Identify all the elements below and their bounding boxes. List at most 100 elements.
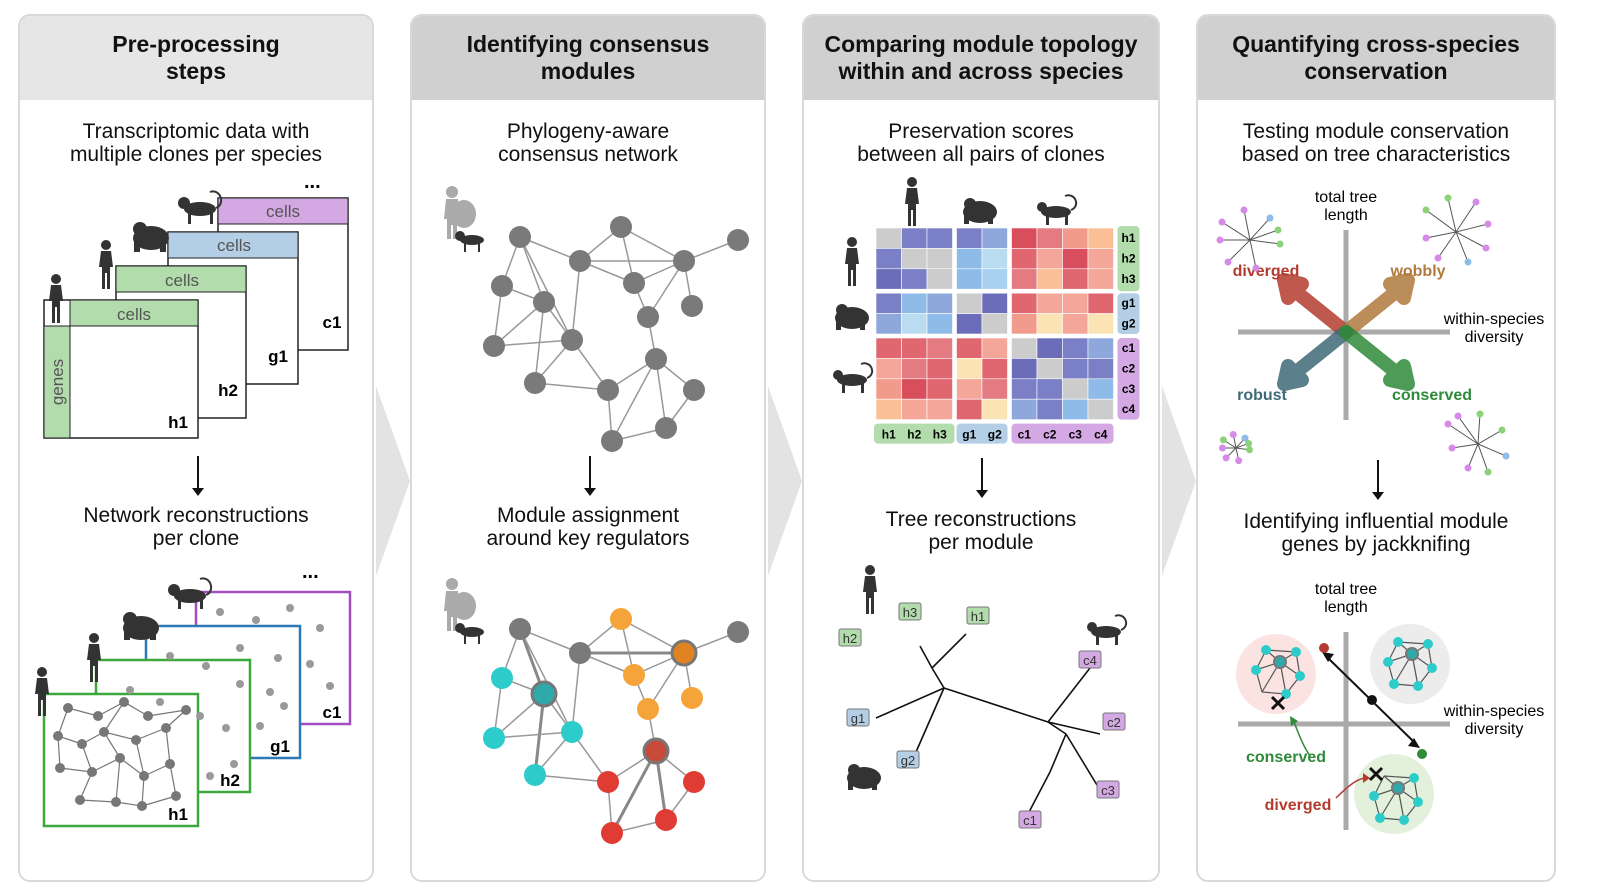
network-node [115, 753, 125, 763]
heatmap-cell [1036, 268, 1063, 290]
heatmap-col-label: h2 [907, 428, 921, 442]
col-group-strip [956, 423, 1008, 444]
network-edge [534, 774, 609, 783]
mini-tree-branch [1231, 447, 1237, 453]
arrowhead [1322, 652, 1334, 662]
network-graph-h1 [53, 604, 334, 811]
network-node [139, 771, 149, 781]
monkey-icon [1087, 614, 1128, 645]
subtitle-line: Tree reconstructions [885, 508, 1077, 531]
network-node [610, 608, 632, 630]
heatmap-row-label: h1 [1121, 231, 1135, 245]
network-edge [103, 731, 137, 741]
mini-tree-leaf [1219, 444, 1226, 452]
heatmap-cell [1062, 337, 1089, 359]
network-node [111, 797, 121, 807]
network-edge [141, 795, 177, 807]
mini-tree-branch [1240, 239, 1251, 250]
network-edge [519, 628, 573, 733]
heatmap-cell [956, 248, 983, 270]
heatmap-cell [1062, 292, 1089, 314]
gorilla-icon [847, 764, 881, 790]
label-conserved: conserved [1392, 387, 1472, 404]
heatmap-cell [1062, 268, 1089, 290]
heatmap-cell [956, 313, 983, 335]
row-group-strip [1117, 293, 1140, 334]
network-node [561, 721, 583, 743]
network-node [1399, 815, 1409, 825]
hub-node [530, 680, 558, 708]
mini-tree-branch [1477, 431, 1480, 445]
network-edge [620, 226, 685, 262]
heatmap-cell [875, 292, 902, 314]
network-edge [493, 301, 545, 347]
module-tree: h1 h2 h3 g1 g2 c1 c2 c3 c4 [838, 602, 1126, 829]
tree-label-box [966, 606, 990, 625]
mini-tree-leaf [1464, 258, 1472, 266]
mini-tree-leaf [1240, 206, 1248, 214]
hub-node [1405, 647, 1419, 661]
down-arrow-head [1372, 492, 1384, 500]
network-edge [67, 707, 99, 717]
hub-node [670, 639, 698, 667]
axis-x-label: diversity [1465, 329, 1524, 346]
tree-branch [1047, 721, 1101, 735]
more-dots: ... [304, 171, 321, 193]
axis-x-label: within-species [1443, 703, 1544, 720]
subtitle-line: Network reconstructions [83, 504, 309, 527]
network-node [673, 250, 695, 272]
network-node [645, 348, 667, 370]
network-node [1375, 813, 1385, 823]
heatmap-cell [956, 268, 983, 290]
tree-branch [1065, 733, 1101, 791]
network-node [1393, 637, 1403, 647]
tree-branch [875, 687, 945, 719]
tree-branch [919, 645, 933, 669]
heatmap-cell [981, 313, 1008, 335]
heatmap-row-label: c3 [1122, 382, 1136, 396]
label-diverged: diverged [1265, 797, 1332, 814]
row-group-strip [1117, 338, 1140, 420]
network-node [93, 711, 103, 721]
network-edge [79, 799, 117, 803]
axis-y-label: length [1324, 207, 1368, 224]
down-arrow-head [976, 490, 988, 498]
heatmap-cell [875, 268, 902, 290]
tree-branch [931, 633, 967, 669]
network-node [137, 801, 147, 811]
tree-label-box [838, 628, 862, 647]
preprocessing-graphics: cells c1 cells g1 cells h2 cells genes h… [35, 171, 352, 828]
mini-tree-branch [1477, 437, 1488, 445]
network-node [171, 791, 181, 801]
heatmap-cell [1011, 313, 1038, 335]
network-node [681, 295, 703, 317]
mini-tree-branch [1465, 435, 1479, 445]
network-label-c1: c1 [323, 703, 342, 722]
heatmap-cell [956, 337, 983, 359]
title-line: Pre-processing [112, 31, 280, 57]
title-line: conservation [1304, 58, 1448, 84]
heatmap-cell [1087, 292, 1114, 314]
heatmap-cell [1036, 292, 1063, 314]
network-node [1261, 645, 1271, 655]
mini-tree-branch [1467, 443, 1479, 447]
subtitle-transcriptomic: Transcriptomic data with multiple clones … [20, 120, 372, 166]
mini-tree-leaf [1472, 198, 1480, 206]
mini-tree-leaf [1266, 214, 1274, 222]
human-icon [49, 274, 63, 323]
tree-branch [1047, 667, 1091, 723]
network-node [1389, 679, 1399, 689]
heatmap-cell [901, 268, 928, 290]
row-group-strip [1117, 226, 1140, 292]
quadrant-arrows [1277, 273, 1415, 391]
mini-tree-leaf [1224, 258, 1232, 266]
heatmap-cell [1011, 337, 1038, 359]
network-edge [571, 260, 581, 341]
network-node [637, 698, 659, 720]
axis-x-label: within-species [1443, 311, 1544, 328]
network-node [561, 329, 583, 351]
mini-tree-branch [1235, 447, 1242, 450]
subtitle-line: Phylogeny-aware [506, 120, 670, 143]
heatmap-cell [1011, 378, 1038, 400]
network-node [509, 226, 531, 248]
